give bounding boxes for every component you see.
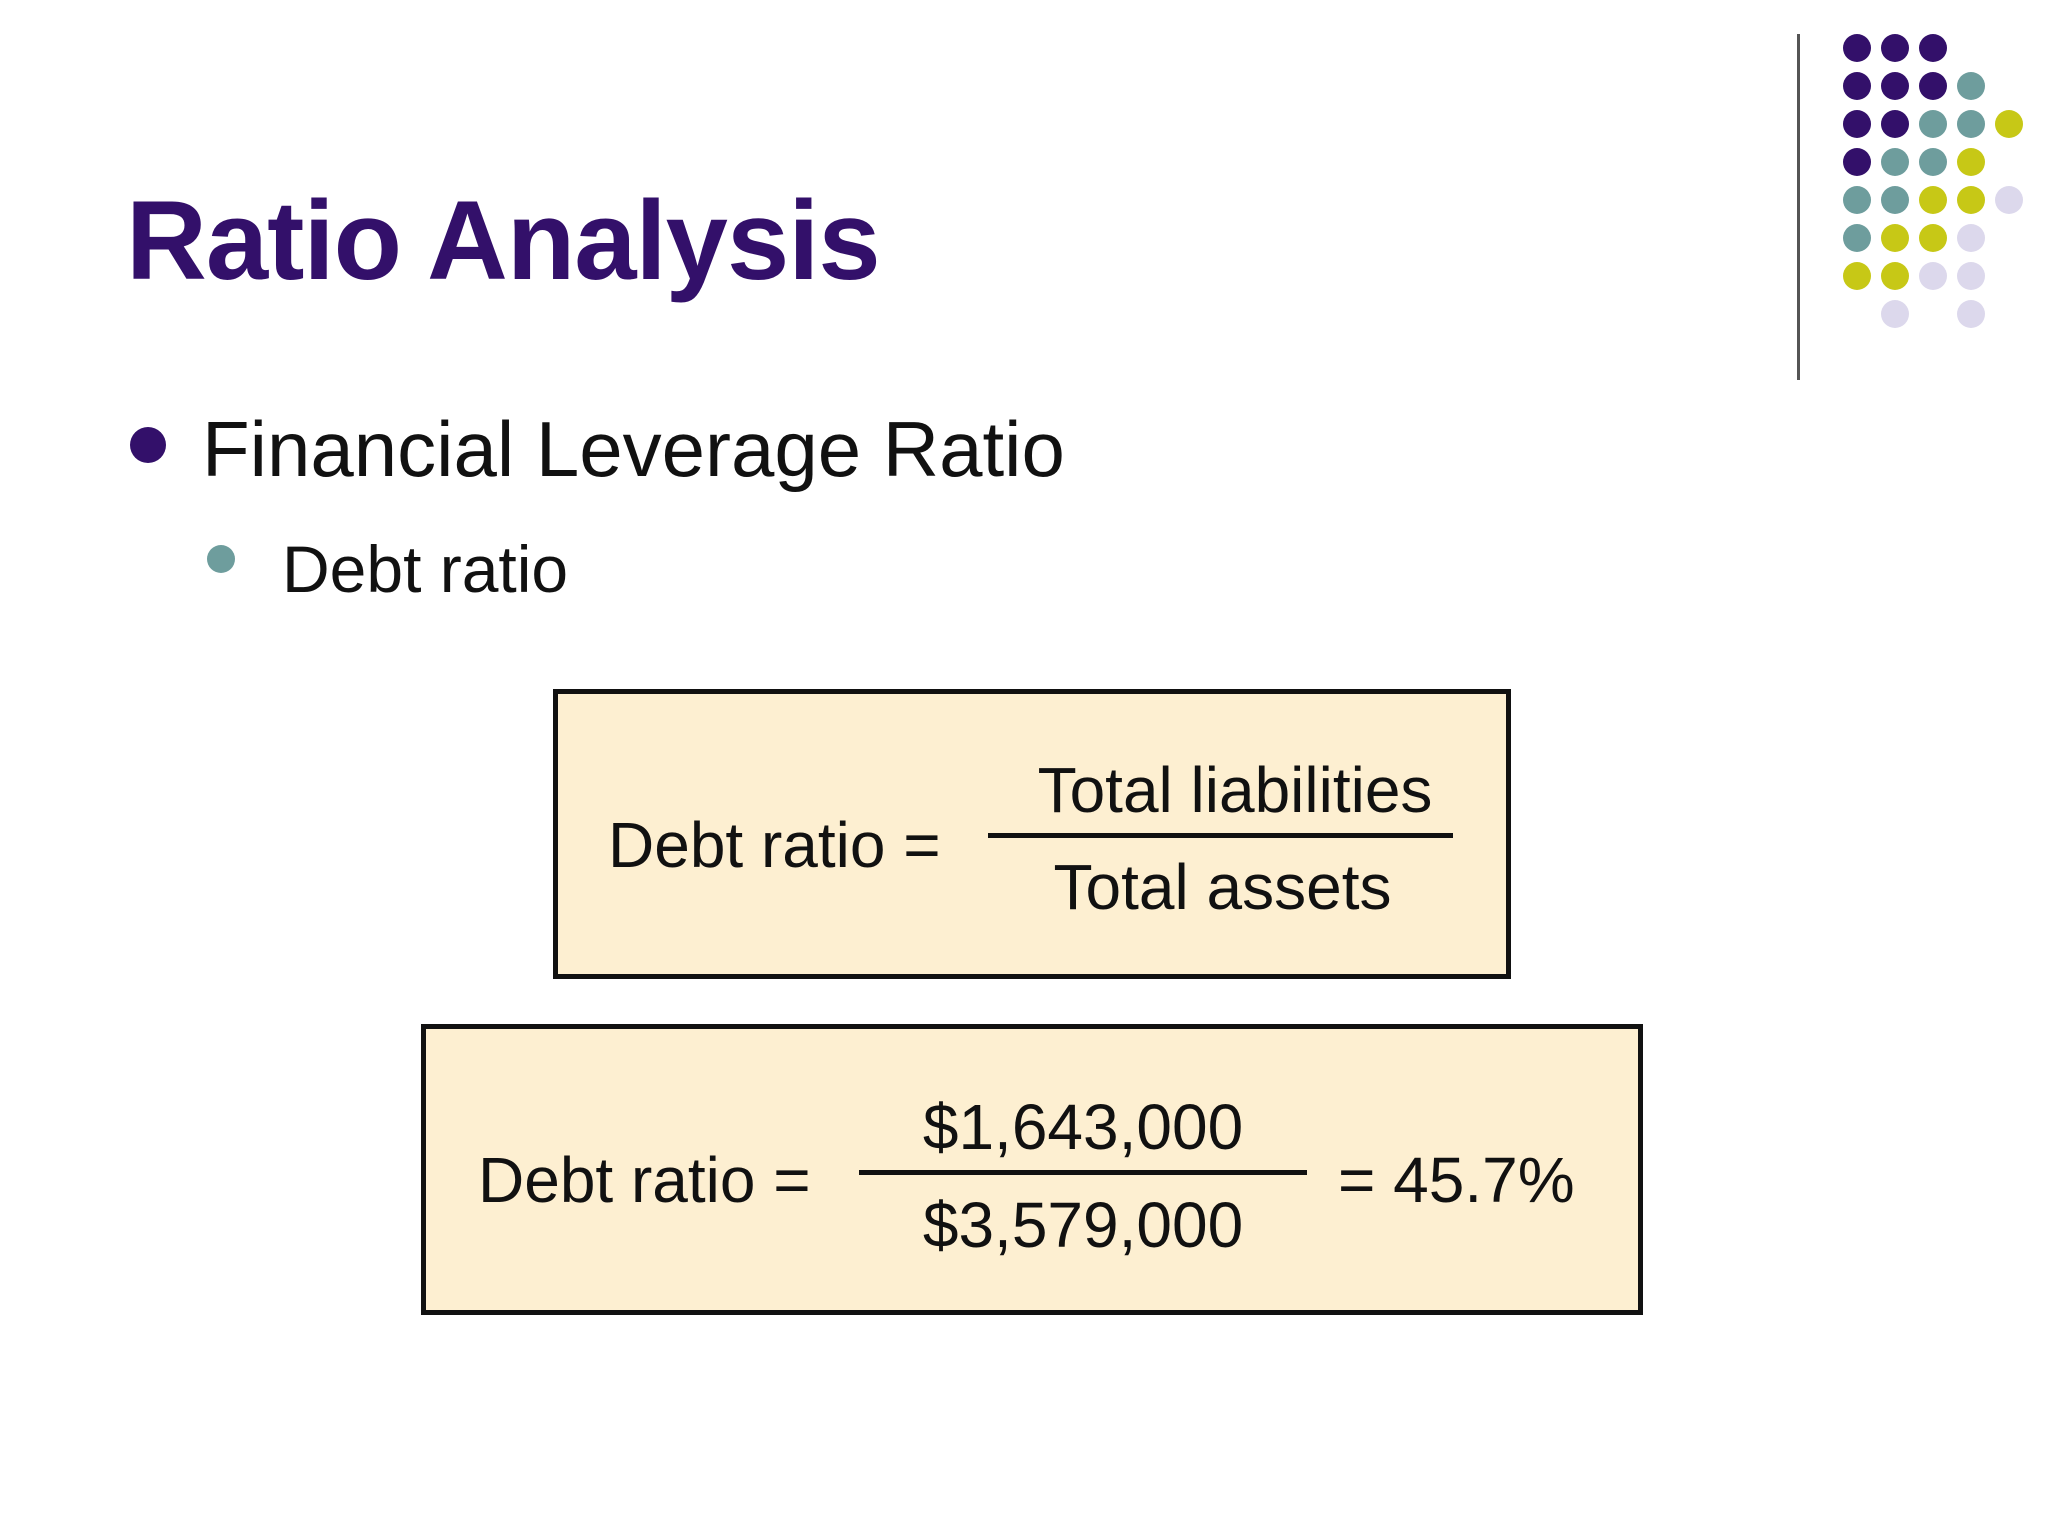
decor-dot bbox=[1881, 72, 1909, 100]
decor-dot bbox=[1843, 72, 1871, 100]
decor-dot bbox=[1843, 110, 1871, 138]
formula-general-numerator: Total liabilities bbox=[1037, 754, 1433, 826]
decor-dot bbox=[1957, 262, 1985, 290]
decor-dot bbox=[1843, 34, 1871, 62]
slide-title: Ratio Analysis bbox=[126, 178, 881, 303]
formula-applied-numerator: $1,643,000 bbox=[922, 1091, 1244, 1163]
formula-general-denominator: Total assets bbox=[1053, 851, 1392, 923]
decor-dot bbox=[1843, 148, 1871, 176]
decor-dot bbox=[1881, 224, 1909, 252]
formula-general-lhs: Debt ratio = bbox=[608, 809, 941, 881]
decor-dot bbox=[1919, 224, 1947, 252]
decor-dot bbox=[1843, 186, 1871, 214]
decor-dot bbox=[1881, 300, 1909, 328]
decor-dot bbox=[1957, 224, 1985, 252]
decor-dot bbox=[1881, 148, 1909, 176]
decor-dot bbox=[1843, 224, 1871, 252]
decor-dot bbox=[1919, 148, 1947, 176]
decor-dot bbox=[1957, 148, 1985, 176]
formula-applied-fraction-bar bbox=[859, 1170, 1307, 1175]
vertical-divider bbox=[1797, 34, 1800, 380]
decor-dot bbox=[1957, 300, 1985, 328]
decor-dot bbox=[1881, 110, 1909, 138]
decor-dot bbox=[1919, 186, 1947, 214]
decor-dot bbox=[1919, 72, 1947, 100]
bullet-dot-icon bbox=[130, 427, 166, 463]
formula-general-fraction-bar bbox=[988, 833, 1453, 838]
decor-dot bbox=[1881, 262, 1909, 290]
sub-bullet-dot-icon bbox=[207, 545, 235, 573]
formula-applied-denominator: $3,579,000 bbox=[922, 1189, 1244, 1261]
decor-dot bbox=[1919, 110, 1947, 138]
decor-dot bbox=[1919, 262, 1947, 290]
decor-dot bbox=[1957, 72, 1985, 100]
decor-dot bbox=[1919, 34, 1947, 62]
sub-bullet-debt-ratio: Debt ratio bbox=[282, 532, 569, 606]
decor-dot bbox=[1995, 186, 2023, 214]
formula-applied-result: = 45.7% bbox=[1338, 1144, 1575, 1216]
formula-applied-box bbox=[421, 1024, 1643, 1315]
decor-dot bbox=[1843, 262, 1871, 290]
decor-dot bbox=[1881, 186, 1909, 214]
decor-dot bbox=[1957, 110, 1985, 138]
decor-dot bbox=[1995, 110, 2023, 138]
decor-dot bbox=[1957, 186, 1985, 214]
bullet-financial-leverage-ratio: Financial Leverage Ratio bbox=[202, 405, 1065, 493]
decor-dot bbox=[1881, 34, 1909, 62]
formula-applied-lhs: Debt ratio = bbox=[478, 1144, 811, 1216]
